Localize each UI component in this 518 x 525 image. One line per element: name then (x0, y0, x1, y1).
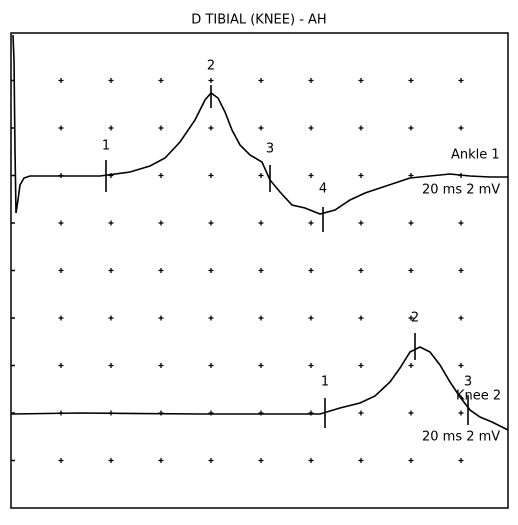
grid-plus (408, 363, 414, 368)
grid-plus (258, 363, 264, 368)
grid-plus (308, 125, 314, 131)
grid-plus (308, 78, 314, 83)
grid-plus (58, 220, 64, 226)
marker-label: 1 (321, 375, 329, 390)
grid-plus (158, 220, 164, 226)
grid-plus (158, 78, 164, 83)
grid-plus (258, 458, 264, 463)
grid-plus (58, 268, 64, 273)
grid-plus (208, 363, 214, 368)
grid-plus (258, 173, 264, 178)
grid-plus (358, 125, 364, 131)
grid-plus (58, 315, 64, 321)
grid-plus (108, 458, 114, 463)
grid-plus (358, 363, 364, 368)
grid-plus (58, 458, 64, 463)
grid-plus (208, 125, 214, 131)
trace-scale: 20 ms 2 mV (422, 430, 500, 445)
grid-plus (458, 268, 464, 273)
grid-plus (208, 173, 214, 178)
grid-plus (308, 363, 314, 368)
marker-label: 3 (266, 142, 274, 157)
grid-plus (208, 268, 214, 273)
grid-plus (58, 125, 64, 131)
grid-plus (408, 125, 414, 131)
marker-label: 1 (102, 139, 110, 154)
grid-plus (358, 410, 364, 416)
title: D TIBIAL (KNEE) - AH (191, 13, 326, 28)
grid-plus (308, 268, 314, 273)
grid-plus (308, 315, 314, 321)
grid-plus (58, 78, 64, 83)
ankle-trace (12, 34, 508, 215)
grid-plus (358, 268, 364, 273)
grid-plus (408, 220, 414, 226)
grid-plus (258, 220, 264, 226)
grid-plus (258, 125, 264, 131)
marker-label: 3 (464, 375, 472, 390)
grid-plus (408, 458, 414, 463)
trace-label: Ankle 1 (451, 148, 500, 163)
grid-plus (358, 315, 364, 321)
grid-plus (458, 410, 464, 416)
grid-plus (108, 125, 114, 131)
marker-label: 4 (319, 182, 327, 197)
grid-plus (258, 315, 264, 321)
grid-plus (58, 363, 64, 368)
grid-plus (408, 410, 414, 416)
trace-scale: 20 ms 2 mV (422, 183, 500, 198)
grid-plus (108, 315, 114, 321)
grid-plus (458, 125, 464, 131)
markers: 1 2 3 4 1 2 3 (102, 59, 472, 428)
grid-plus (158, 268, 164, 273)
marker-label: 2 (207, 59, 215, 74)
grid-plus (458, 458, 464, 463)
grid-plus (258, 78, 264, 83)
grid-plus (458, 315, 464, 321)
grid-plus (158, 315, 164, 321)
grid-plus (208, 458, 214, 463)
grid-plus (358, 458, 364, 463)
grid-plus (158, 458, 164, 463)
grid-plus (208, 315, 214, 321)
grid-plus (258, 268, 264, 273)
grid-plus (108, 268, 114, 273)
knee-trace (10, 346, 509, 431)
grid-plus (408, 268, 414, 273)
grid-plus (458, 220, 464, 226)
grid-plus (308, 458, 314, 463)
grid-plus (458, 363, 464, 368)
grid-plus (158, 363, 164, 368)
grid-plus (208, 220, 214, 226)
grid-plus (408, 315, 414, 321)
grid-plus (208, 78, 214, 83)
grid (11, 78, 464, 463)
grid-plus (408, 78, 414, 83)
grid-plus (108, 363, 114, 368)
marker-label: 2 (411, 311, 419, 326)
grid-plus (158, 173, 164, 178)
grid-plus (358, 78, 364, 83)
grid-plus (308, 220, 314, 226)
grid-plus (358, 220, 364, 226)
grid-plus (108, 78, 114, 83)
grid-plus (358, 173, 364, 178)
grid-plus (158, 125, 164, 131)
grid-plus (108, 220, 114, 226)
grid-plus (458, 78, 464, 83)
grid-plus (308, 173, 314, 178)
trace-label: Knee 2 (456, 389, 501, 404)
